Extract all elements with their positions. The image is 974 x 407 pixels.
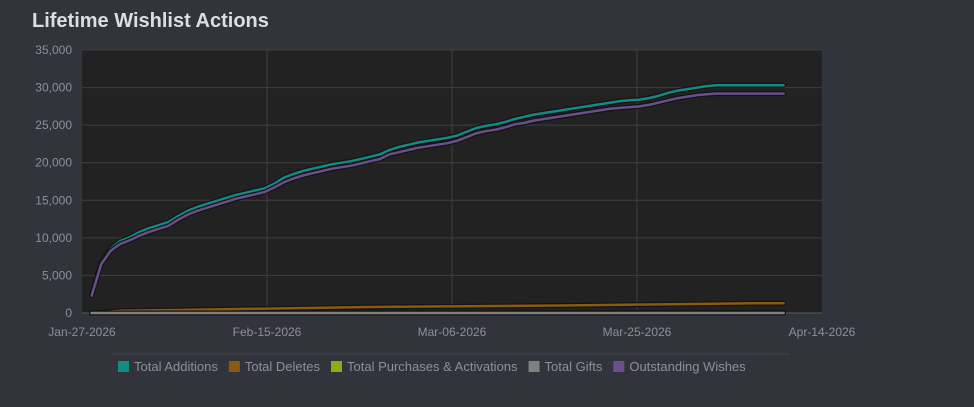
- legend-item-total-deletes[interactable]: Total Deletes: [228, 359, 321, 374]
- y-tick-label: 25,000: [35, 118, 72, 132]
- series-line-total-additions: [90, 84, 785, 296]
- x-axis-ticks: Jan-27-2026 Feb-15-2026 Mar-06-2026 Mar-25-…: [48, 325, 855, 339]
- legend-label: Total Additions: [134, 359, 218, 374]
- y-axis-ticks: 0 5,000 10,000 15,000 20,000 25,000 30,000 35,0…: [35, 43, 72, 320]
- legend-swatch: [528, 361, 540, 372]
- y-tick-label: 0: [65, 306, 72, 320]
- legend-item-outstanding-wishes[interactable]: Outstanding Wishes: [613, 359, 746, 374]
- y-tick-label: 30,000: [35, 81, 72, 95]
- series-line-total-deletes: [90, 301, 785, 315]
- legend-label: Outstanding Wishes: [629, 359, 746, 374]
- legend-item-total-additions[interactable]: Total Additions: [118, 359, 218, 374]
- legend-swatch: [613, 361, 625, 372]
- y-tick-label: 35,000: [35, 43, 72, 57]
- legend-label: Total Deletes: [245, 359, 321, 374]
- series-line-outstanding-wishes: [90, 92, 785, 297]
- x-tick-label: Jan-27-2026: [48, 325, 116, 339]
- y-tick-label: 15,000: [35, 193, 72, 207]
- y-tick-label: 10,000: [35, 231, 72, 245]
- x-tick-label: Mar-06-2026: [418, 325, 487, 339]
- legend-label: Total Gifts: [545, 359, 603, 374]
- legend-swatch: [331, 361, 342, 372]
- x-tick-label: Apr-14-2026: [789, 325, 856, 339]
- y-tick-label: 5,000: [42, 268, 72, 282]
- legend-item-total-purchases-and-activations[interactable]: Total Purchases & Activations: [331, 359, 518, 374]
- legend-label: Total Purchases & Activations: [347, 359, 518, 374]
- y-tick-label: 20,000: [35, 156, 72, 170]
- legend: Total Additions Total Deletes Total Purcha…: [113, 353, 790, 374]
- grid-lines: [82, 49, 822, 314]
- legend-swatch: [228, 361, 240, 372]
- x-tick-label: Mar-25-2026: [603, 325, 672, 339]
- page-title: Lifetime Wishlist Actions: [32, 10, 269, 32]
- legend-item-total-gifts[interactable]: Total Gifts: [528, 359, 603, 374]
- x-tick-label: Feb-15-2026: [233, 325, 302, 339]
- series-layer: [89, 82, 787, 316]
- legend-swatch: [118, 361, 129, 372]
